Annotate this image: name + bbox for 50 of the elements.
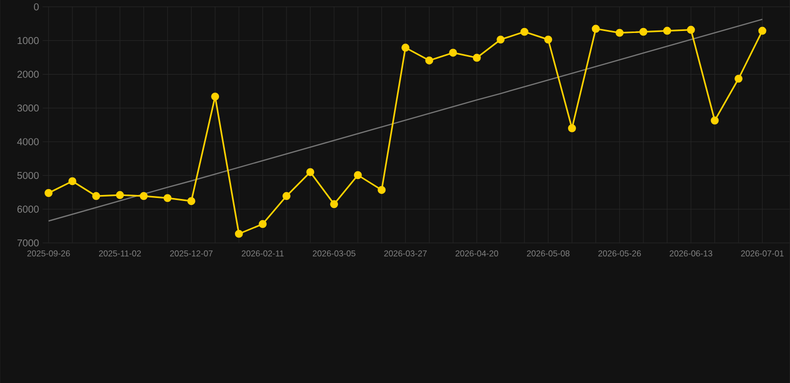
point [234, 230, 243, 238]
x-tick-label: 2026-05-26 [598, 250, 641, 256]
point [187, 196, 196, 205]
point [92, 192, 100, 200]
x-tick-label: 2025-09-26 [27, 250, 70, 256]
point [116, 190, 124, 199]
x-tick-label: 2026-03-27 [384, 250, 427, 256]
x-tick-label: 2026-03-05 [312, 250, 356, 256]
point [401, 43, 410, 52]
y-tick-label: 7000 [17, 239, 39, 246]
point [472, 54, 481, 62]
y-tick-label: 2000 [17, 70, 39, 78]
x-tick-label: 2026-06-13 [670, 250, 712, 256]
point [354, 170, 362, 179]
point [425, 56, 434, 64]
x-tick-label: 2026-05-08 [526, 250, 570, 256]
y-tick-label: 0 [34, 3, 39, 10]
point [68, 177, 76, 186]
point [258, 220, 267, 228]
y-tick-label: 3000 [17, 104, 39, 112]
point [544, 35, 552, 44]
x-tick-label: 2026-07-01 [741, 250, 784, 256]
point [449, 48, 458, 57]
x-tick-label: 2025-12-07 [170, 250, 213, 256]
point [306, 168, 314, 176]
point [710, 116, 719, 124]
y-tick-label: 6000 [17, 205, 39, 213]
x-tick-label: 2026-04-20 [456, 250, 498, 256]
y-tick-label: 4000 [17, 138, 39, 146]
point [616, 28, 624, 37]
point [663, 26, 672, 35]
point [568, 124, 576, 132]
point [520, 28, 528, 36]
point [164, 194, 172, 202]
y-tick-label: 1000 [18, 36, 39, 44]
point [330, 200, 338, 208]
point [758, 26, 766, 35]
point [44, 188, 53, 197]
point [734, 74, 743, 82]
point [496, 35, 505, 44]
point [282, 192, 290, 200]
x-tick-label: 2026-02-11 [242, 250, 284, 256]
point [211, 92, 220, 100]
y-tick-label: 5000 [17, 172, 39, 179]
point [378, 186, 386, 194]
point [639, 28, 648, 36]
point [686, 26, 695, 34]
x-tick-label: 2025-11-02 [99, 250, 141, 256]
point [140, 192, 148, 200]
point [592, 24, 600, 33]
